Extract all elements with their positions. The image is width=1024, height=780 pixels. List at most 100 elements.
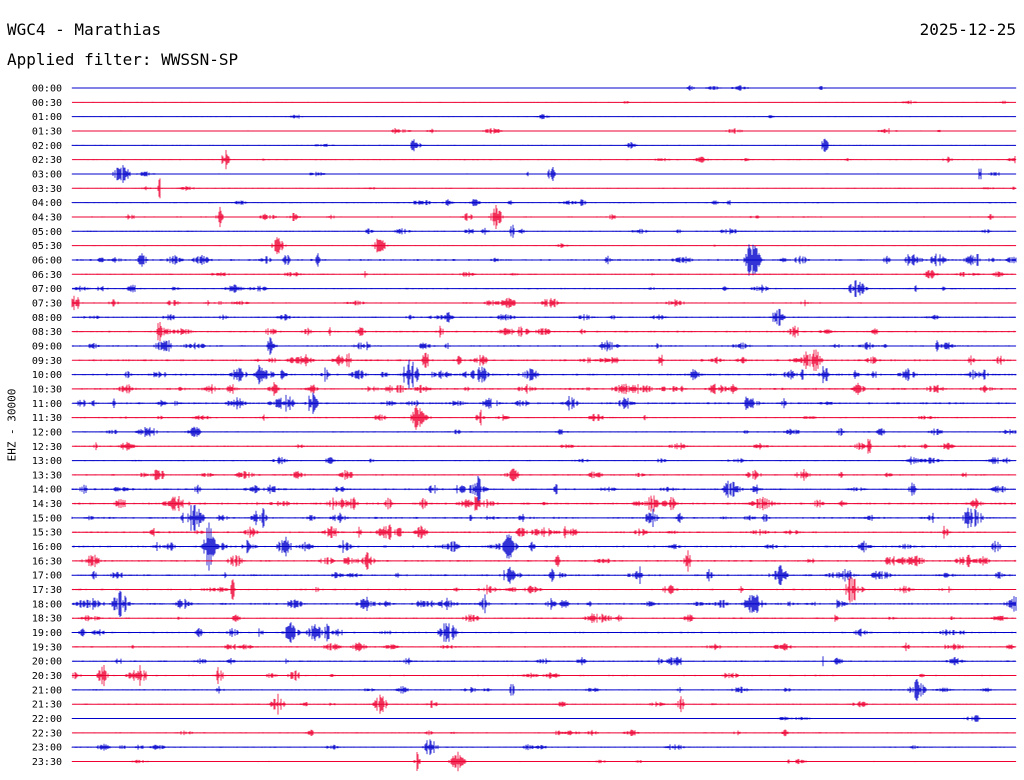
row-time-label: 21:30	[32, 700, 62, 711]
row-time-label: 23:00	[32, 743, 62, 754]
row-time-label: 16:30	[32, 556, 62, 567]
row-time-label: 21:00	[32, 685, 62, 696]
seismic-trace	[71, 295, 1017, 311]
seismic-trace	[71, 468, 1017, 482]
seismic-trace	[71, 524, 1017, 540]
row-time-label: 06:00	[32, 255, 62, 266]
row-time-label: 20:00	[32, 657, 62, 668]
seismic-trace	[71, 199, 1017, 207]
seismic-trace	[71, 565, 1017, 585]
row-time-label: 01:30	[32, 126, 62, 137]
seismic-trace	[71, 100, 1017, 105]
row-time-label: 19:30	[32, 642, 62, 653]
row-time-label: 18:00	[32, 599, 62, 610]
seismic-trace	[71, 679, 1017, 701]
row-time-label: 05:00	[32, 227, 62, 238]
seismic-trace	[71, 642, 1017, 652]
row-time-label: 08:00	[32, 313, 62, 324]
seismic-trace	[71, 504, 1017, 531]
row-time-label: 07:00	[32, 284, 62, 295]
seismic-trace	[71, 128, 1017, 134]
seismic-trace	[71, 244, 1017, 276]
filter-label: Applied filter: WWSSN-SP	[7, 50, 239, 69]
seismic-trace	[71, 426, 1017, 437]
seismic-trace	[71, 576, 1017, 603]
row-time-label: 02:30	[32, 155, 62, 166]
seismic-trace	[71, 85, 1017, 91]
seismic-trace	[71, 138, 1017, 152]
seismic-trace	[71, 495, 1016, 512]
date-label: 2025-12-25	[919, 20, 1016, 39]
seismic-trace	[71, 178, 1017, 199]
row-time-label: 08:30	[32, 327, 62, 338]
seismic-trace	[71, 392, 1016, 414]
seismic-trace	[71, 359, 1017, 390]
row-time-label: 12:30	[32, 442, 62, 453]
row-time-label: 13:00	[32, 456, 62, 467]
station-title: WGC4 - Marathias	[7, 20, 162, 39]
row-time-label: 07:30	[32, 298, 62, 309]
seismic-trace	[71, 693, 1017, 715]
seismic-trace	[71, 665, 1017, 687]
seismic-trace	[71, 622, 1017, 643]
seismic-trace	[71, 456, 1017, 465]
seismic-trace	[71, 308, 1016, 326]
seismic-trace	[71, 656, 1017, 667]
row-time-label: 15:30	[32, 528, 62, 539]
row-time-label: 10:30	[32, 384, 62, 395]
seismic-traces	[71, 85, 1017, 772]
row-time-label: 23:30	[32, 757, 62, 768]
row-time-label: 03:00	[32, 169, 62, 180]
seismic-trace	[71, 237, 1017, 255]
time-tick-labels: 00:00 00:30 01:00 01:30 02:00 02:30 03:00 03:30…	[32, 84, 62, 769]
row-time-label: 09:00	[32, 341, 62, 352]
seismic-trace	[71, 205, 1017, 229]
row-time-label: 17:00	[32, 571, 62, 582]
row-time-label: 13:30	[32, 470, 62, 481]
row-time-label: 22:30	[32, 728, 62, 739]
row-time-label: 05:30	[32, 241, 62, 252]
seismic-trace	[71, 224, 1017, 238]
row-time-label: 18:30	[32, 614, 62, 625]
row-time-label: 09:30	[32, 356, 62, 367]
row-time-label: 14:00	[32, 485, 62, 496]
seismic-trace	[71, 613, 1017, 623]
seismic-trace	[71, 405, 1017, 430]
row-time-label: 17:30	[32, 585, 62, 596]
row-time-label: 10:00	[32, 370, 62, 381]
row-time-label: 19:00	[32, 628, 62, 639]
row-time-label: 20:30	[32, 671, 62, 682]
row-time-label: 11:00	[32, 399, 62, 410]
seismic-trace	[71, 114, 1017, 120]
seismic-trace	[71, 322, 1017, 342]
row-time-label: 11:30	[32, 413, 62, 424]
seismic-trace	[71, 739, 1017, 755]
seismic-trace	[72, 550, 1017, 572]
row-time-label: 02:00	[32, 141, 62, 152]
row-time-label: 04:30	[32, 212, 62, 223]
row-time-label: 03:30	[32, 184, 62, 195]
row-time-label: 01:00	[32, 112, 62, 123]
row-time-label: 15:00	[32, 513, 62, 524]
seismic-trace	[71, 337, 1017, 355]
seismic-trace	[71, 280, 1017, 297]
row-time-label: 04:00	[32, 198, 62, 209]
seismic-trace	[71, 729, 1017, 737]
seismic-trace	[71, 715, 1017, 722]
row-time-label: 06:30	[32, 270, 62, 281]
row-time-label: 16:00	[32, 542, 62, 553]
row-time-label: 00:00	[32, 84, 62, 95]
seismic-trace	[71, 382, 1017, 396]
seismic-trace	[71, 751, 1017, 772]
seismic-trace	[71, 150, 1017, 170]
seismic-trace	[71, 590, 1017, 617]
row-time-label: 12:00	[32, 427, 62, 438]
seismic-trace	[71, 270, 1017, 279]
row-time-label: 14:30	[32, 499, 62, 510]
row-time-label: 22:00	[32, 714, 62, 725]
seismic-trace	[71, 438, 1017, 454]
seismic-trace	[71, 522, 1017, 571]
seismic-trace	[71, 165, 1017, 183]
seismic-trace	[71, 349, 1017, 371]
